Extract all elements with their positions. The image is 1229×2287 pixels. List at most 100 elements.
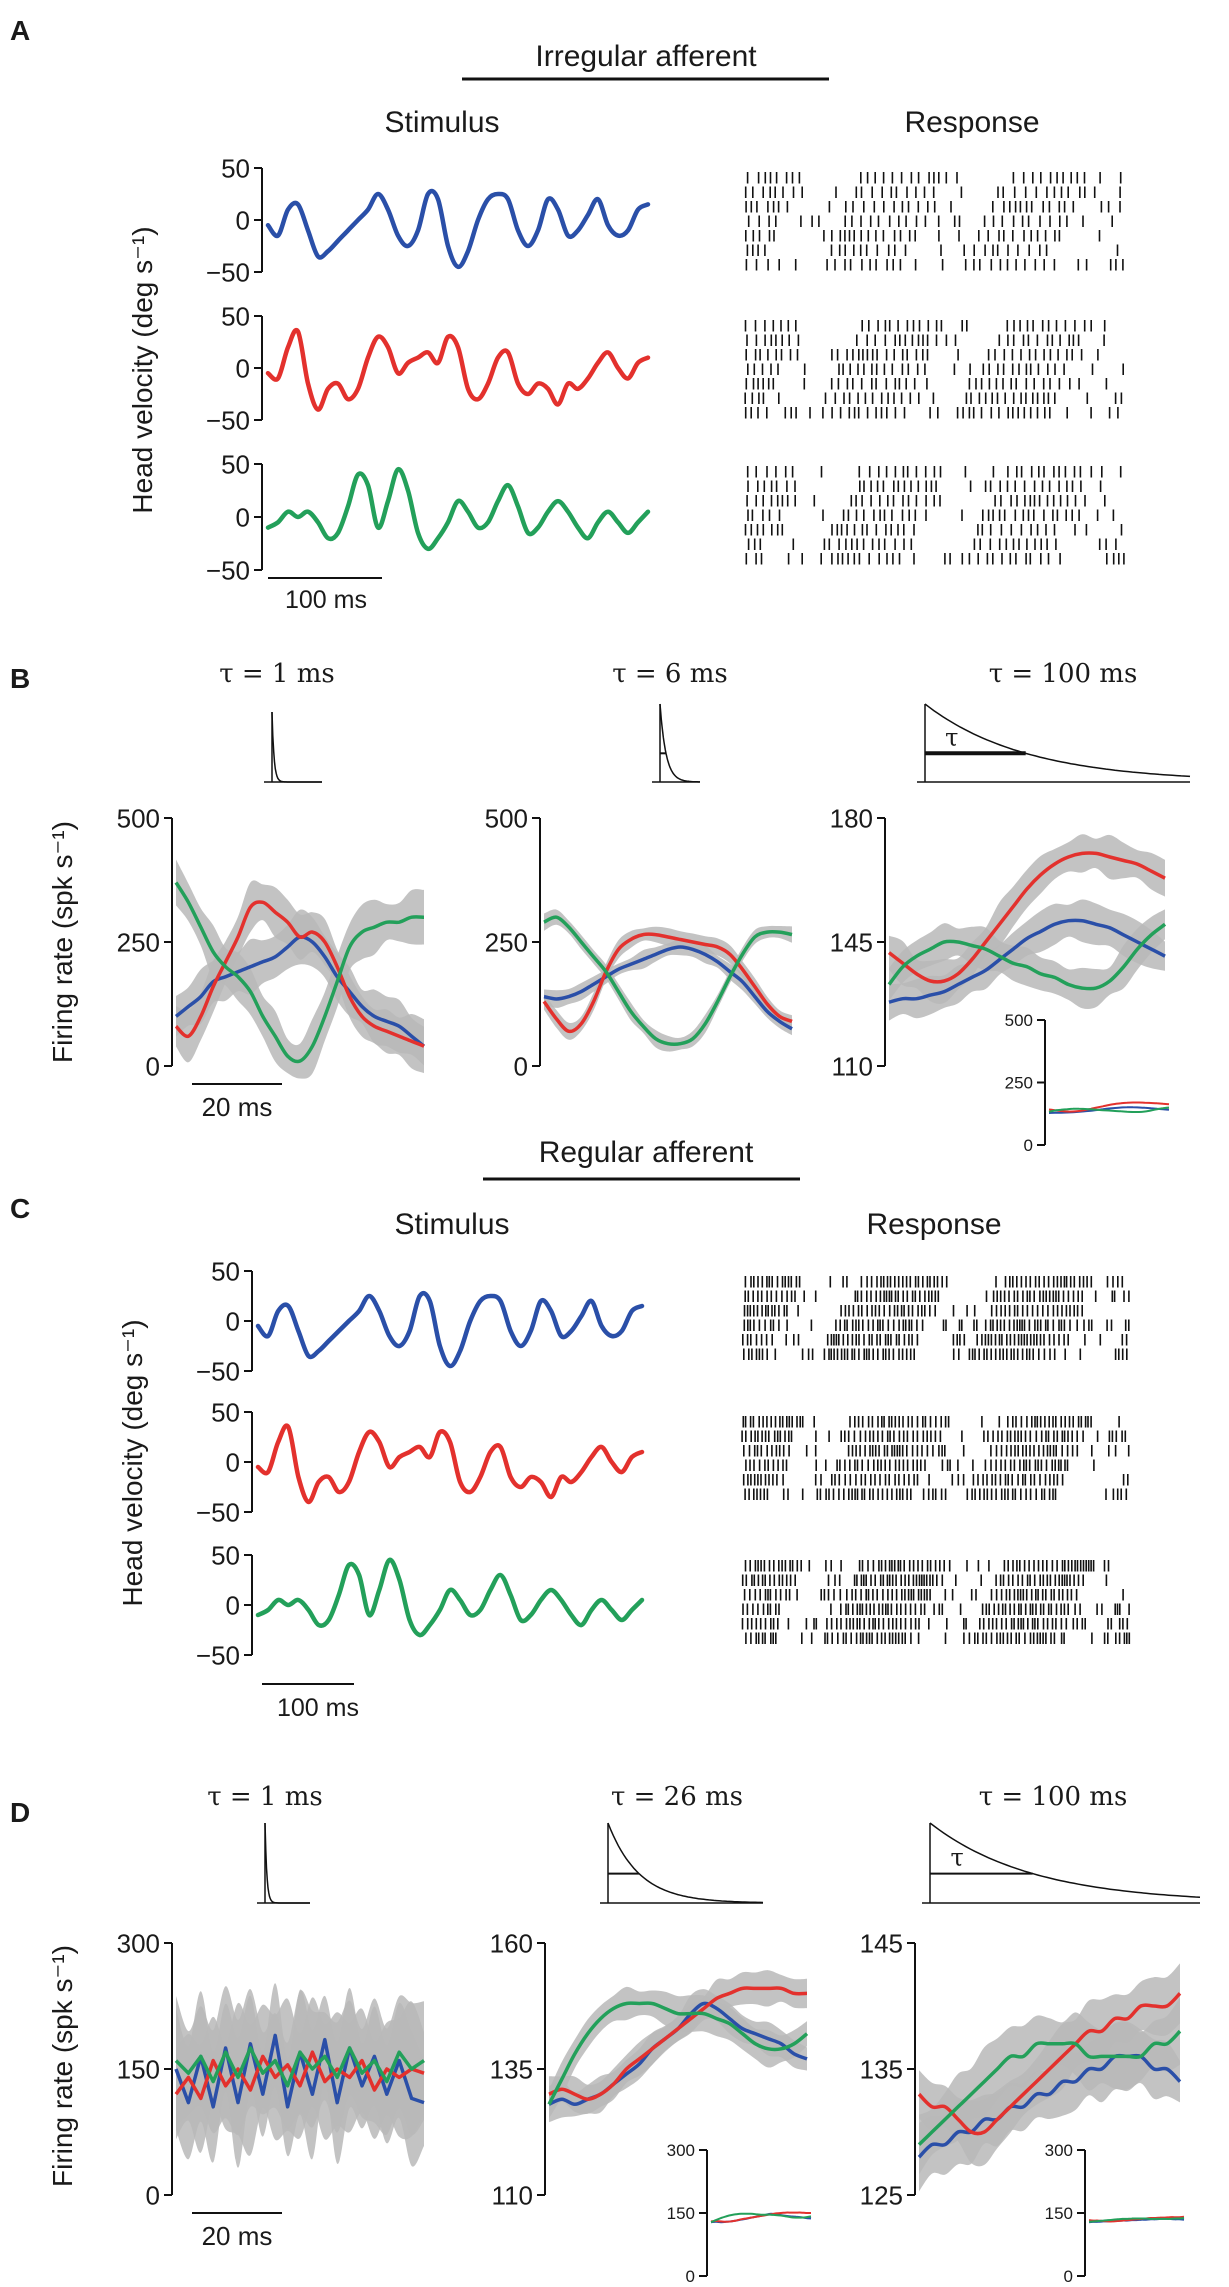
D-tau1-y-tick-label: 150: [117, 2054, 160, 2084]
stimulus-trace-green: [265, 467, 651, 552]
rate-trace-green: [174, 881, 425, 1064]
rate-trace-green: [547, 2001, 809, 2106]
A-stimulus-y-tick-label: 50: [221, 449, 250, 479]
rate-trace-red: [174, 900, 425, 1048]
B-tau6-y-tick-label: 500: [485, 803, 528, 833]
B-tau100-inset-y-tick-label: 0: [1024, 1136, 1033, 1155]
rate-trace-red: [548, 1986, 808, 2101]
rate-trace-green: [917, 2029, 1182, 2146]
inset-trace-red: [1048, 1101, 1170, 1113]
C-stimulus-y-tick-label: 50: [211, 1397, 240, 1427]
panel-label-d: D: [10, 1797, 30, 1828]
stimulus-trace-red: [255, 1423, 645, 1505]
error-band-green: [549, 1986, 807, 2119]
C-stimulus-y-tick-label: 0: [226, 1306, 240, 1336]
kernel-b-tau100-curve: [924, 703, 1191, 778]
kernel-title-d-tau26: τ = 26 ms: [611, 1782, 743, 1812]
rate-trace-blue: [888, 918, 1166, 1004]
kernel-title-b-tau100: τ = 100 ms: [989, 659, 1138, 689]
C-stimulus-y-tick-label: −50: [196, 1497, 240, 1527]
A-stimulus-y-tick-label: −50: [206, 555, 250, 585]
scale-bar-label: 20 ms: [202, 2221, 273, 2251]
stimulus-trace-green: [255, 1557, 645, 1638]
stimulus-trace-blue: [255, 1291, 645, 1369]
B-tau100-y-tick-label: 180: [830, 803, 873, 833]
D-tau100-y-tick-label: 145: [860, 1928, 903, 1958]
panel-label-c: C: [10, 1193, 30, 1224]
B-tau6-y-tick-label: 0: [514, 1051, 528, 1081]
kernel-d-tau100-curve: [929, 1822, 1201, 1898]
error-band-green: [544, 909, 792, 1052]
D-tau100-inset-y-tick-label: 0: [1064, 2267, 1073, 2286]
error-band-green: [889, 909, 1165, 1009]
panel-label-a: A: [10, 15, 30, 46]
kernel-b-tau6-curve: [659, 703, 700, 783]
rate-trace-red: [542, 932, 793, 1034]
C-stimulus-y-tick-label: −50: [196, 1640, 240, 1670]
C-stimulus-y-tick-label: 0: [226, 1447, 240, 1477]
D-tau100-y-tick-label: 135: [860, 2054, 903, 2084]
stimulus-trace-blue: [265, 188, 651, 270]
rate-trace-green: [887, 922, 1167, 991]
rate-trace-green: [543, 915, 793, 1047]
kernel-b-tau1-curve: [271, 711, 322, 783]
C-stimulus-y-tick-label: 50: [211, 1540, 240, 1570]
panel-a-y-axis-label: Head velocity (deg s⁻¹): [127, 226, 158, 513]
panel-label-b: B: [10, 663, 30, 694]
panel-c-title: Regular afferent: [539, 1136, 754, 1169]
B-tau100-inset-y-tick-label: 500: [1005, 1011, 1033, 1030]
error-band-green: [919, 1997, 1180, 2175]
B-tau1-y-tick-label: 250: [117, 927, 160, 957]
inset-trace-green: [1088, 2217, 1185, 2223]
A-stimulus-y-tick-label: 0: [236, 205, 250, 235]
D-tau26-inset-y-tick-label: 0: [686, 2267, 695, 2286]
B-tau1-y-tick-label: 500: [117, 803, 160, 833]
kernel-d-tau1-curve: [264, 1822, 310, 1904]
A-stimulus-y-tick-label: 0: [236, 353, 250, 383]
kernel-title-d-tau100: τ = 100 ms: [979, 1782, 1128, 1812]
D-tau1-y-tick-label: 0: [146, 2180, 160, 2210]
D-tau1-y-tick-label: 300: [117, 1928, 160, 1958]
stimulus-trace-red: [265, 327, 651, 412]
rate-trace-green: [174, 2046, 425, 2088]
D-tau26-y-tick-label: 110: [492, 2180, 533, 2210]
error-band-green: [176, 859, 424, 1079]
inset-trace-green: [710, 2212, 812, 2224]
rate-trace-red: [887, 851, 1166, 984]
A-stimulus-y-tick-label: −50: [206, 257, 250, 287]
kernel-b-tau100-tau-symbol: τ: [945, 723, 958, 751]
error-band-red: [176, 880, 424, 1074]
kernel-title-b-tau6: τ = 6 ms: [612, 659, 728, 689]
scale-bar-label: 20 ms: [202, 1092, 273, 1122]
error-band-blue: [889, 899, 1165, 1021]
D-tau26-y-tick-label: 135: [490, 2054, 533, 2084]
C-stimulus-y-tick-label: 50: [211, 1256, 240, 1286]
B-tau100-y-tick-label: 110: [832, 1051, 873, 1081]
C-stimulus-y-tick-label: −50: [196, 1356, 240, 1386]
A-stimulus-y-tick-label: 50: [221, 301, 250, 331]
B-tau6-y-tick-label: 250: [485, 927, 528, 957]
kernel-d-tau26-curve: [607, 1822, 764, 1904]
panel-c-y-axis-label: Head velocity (deg s⁻¹): [117, 1319, 148, 1606]
D-tau26-inset-y-tick-label: 150: [667, 2204, 695, 2223]
A-stimulus-y-tick-label: −50: [206, 405, 250, 435]
panel-c-response-title: Response: [866, 1208, 1001, 1241]
rate-trace-red: [917, 1992, 1182, 2136]
rate-trace-blue: [543, 945, 793, 1031]
B-tau100-y-tick-label: 145: [830, 927, 873, 957]
A-stimulus-y-tick-label: 0: [236, 502, 250, 532]
panel-d-y-axis-label: Firing rate (spk s⁻¹): [47, 1945, 78, 2187]
D-tau26-inset-y-tick-label: 300: [667, 2141, 695, 2160]
panel-a-response-title: Response: [904, 106, 1039, 139]
D-tau100-inset-y-tick-label: 300: [1045, 2141, 1073, 2160]
scale-bar-label: 100 ms: [277, 1694, 359, 1722]
panel-a-stimulus-title: Stimulus: [384, 106, 499, 139]
D-tau26-y-tick-label: 160: [490, 1928, 533, 1958]
scale-bar-label: 100 ms: [285, 586, 367, 614]
B-tau100-inset-y-tick-label: 250: [1005, 1074, 1033, 1093]
A-stimulus-y-tick-label: 50: [221, 153, 250, 183]
inset-trace-red: [710, 2211, 812, 2223]
error-band-red: [889, 834, 1165, 1004]
kernel-title-b-tau1: τ = 1 ms: [219, 659, 335, 689]
